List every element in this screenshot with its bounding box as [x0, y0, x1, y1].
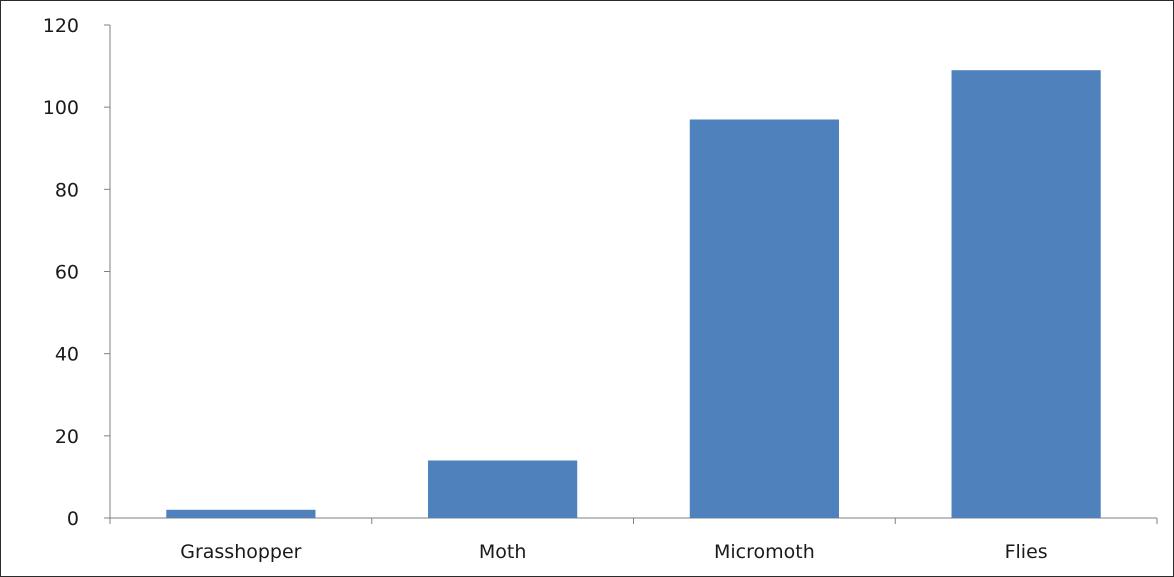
y-tick-label: 80	[55, 179, 79, 201]
x-tick-label: Flies	[1005, 541, 1048, 563]
x-tick-label: Micromoth	[714, 541, 815, 563]
y-tick-label: 120	[43, 15, 79, 37]
y-tick-label: 40	[55, 344, 79, 366]
y-tick-label: 0	[67, 508, 79, 530]
bar-micromoth	[689, 119, 839, 518]
x-tick-label: Grasshopper	[180, 541, 301, 563]
y-tick-label: 60	[55, 262, 79, 284]
bar-grasshopper	[166, 509, 316, 518]
x-tick-label: Moth	[479, 541, 527, 563]
x-axis: Grasshopper Moth Micromoth Flies	[109, 517, 1158, 563]
bars	[166, 70, 1101, 519]
bar-flies	[951, 70, 1101, 519]
bar-moth	[428, 460, 578, 518]
y-axis: 0 20 40 60 80 100 120	[43, 15, 111, 530]
y-tick-label: 20	[55, 426, 79, 448]
y-tick-label: 100	[43, 97, 79, 119]
